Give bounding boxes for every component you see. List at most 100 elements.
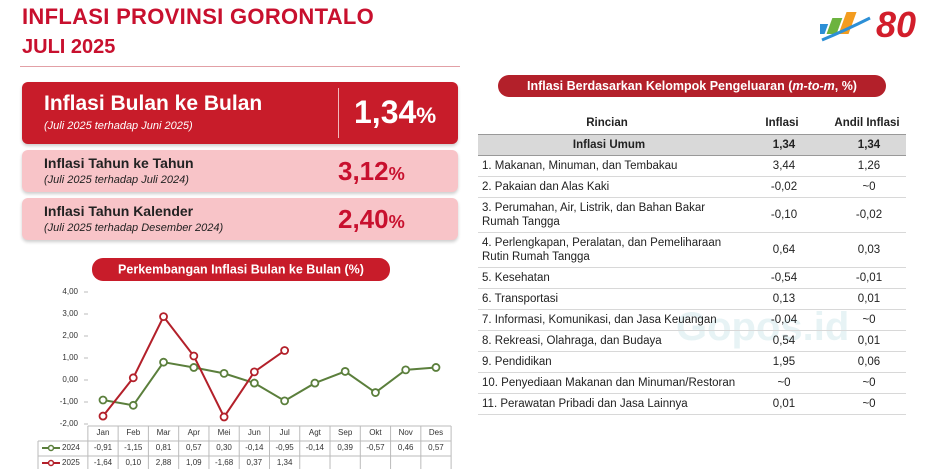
- cell: 0,54: [736, 330, 828, 352]
- y-tick-label: 4,00: [62, 287, 78, 296]
- cell: 4. Perlengkapan, Peralatan, dan Pemeliha…: [478, 232, 736, 268]
- data-point: [280, 346, 290, 355]
- value-label: -1,15: [124, 443, 143, 452]
- cell: 0,06: [828, 351, 906, 373]
- table-row: 8. Rekreasi, Olahraga, dan Budaya 0,54 0,0…: [478, 330, 906, 352]
- value: 3,12: [338, 156, 389, 186]
- x-tick-label: Apr: [188, 428, 201, 437]
- x-tick-label: Sep: [338, 428, 353, 437]
- data-point: [128, 373, 138, 383]
- data-point: [159, 312, 168, 322]
- legend-marker: [47, 459, 55, 467]
- cell: 3. Perumahan, Air, Listrik, dan Bahan Ba…: [478, 197, 736, 233]
- cell: ~0: [828, 176, 906, 198]
- value-label: 0,10: [125, 458, 141, 467]
- y-tick-label: 0,00: [62, 375, 78, 384]
- data-point: [401, 365, 411, 375]
- series-line: [102, 361, 437, 407]
- legend-marker: [47, 444, 55, 452]
- cell: -0,02: [828, 197, 906, 233]
- card-yoy: Inflasi Tahun ke Tahun (Juli 2025 terhad…: [22, 150, 458, 192]
- cell: 10. Penyediaan Makanan dan Minuman/Resto…: [478, 372, 736, 394]
- cell: ~0: [828, 393, 906, 415]
- data-point: [431, 363, 441, 372]
- value-label: 0,30: [216, 443, 232, 452]
- card-note: (Juli 2025 terhadap Desember 2024): [44, 222, 224, 234]
- y-tick-label: 3,00: [62, 309, 78, 318]
- data-point: [219, 369, 229, 378]
- value-label: -0,14: [245, 443, 264, 452]
- value-label: 0,39: [337, 443, 353, 452]
- value: 2,40: [338, 204, 389, 234]
- card-mtm: Inflasi Bulan ke Bulan (Juli 2025 terhad…: [22, 82, 458, 144]
- table: Rincian Inflasi Andil Inflasi Inflasi Umum…: [478, 112, 906, 415]
- unit: %: [388, 164, 405, 184]
- cell: -0,02: [736, 176, 828, 198]
- cell: 0,03: [828, 232, 906, 268]
- title: Inflasi Berdasarkan Kelompok Pengeluaran…: [527, 79, 793, 93]
- data-point: [219, 412, 229, 422]
- cell: 8. Rekreasi, Olahraga, dan Budaya: [478, 330, 736, 352]
- title-end: , %): [834, 79, 857, 93]
- value-label: 1,34: [277, 458, 293, 467]
- cell: 1,95: [736, 351, 828, 373]
- divider: [20, 66, 460, 67]
- value-label: 0,57: [428, 443, 444, 452]
- data-point: [98, 395, 108, 405]
- value-label: -0,57: [366, 443, 385, 452]
- column-header: Rincian: [478, 112, 736, 135]
- data-point: [249, 367, 259, 377]
- card-title: Inflasi Bulan ke Bulan: [44, 92, 263, 115]
- value-label: 0,81: [156, 443, 172, 452]
- x-tick-label: Agt: [309, 428, 322, 437]
- table-row: 6. Transportasi 0,13 0,01: [478, 288, 906, 310]
- x-tick-label: Mei: [218, 428, 231, 437]
- cell: 1,34: [828, 134, 906, 156]
- table-title: Inflasi Berdasarkan Kelompok Pengeluaran…: [498, 75, 886, 97]
- x-tick-label: Jul: [280, 428, 290, 437]
- column-header: Andil Inflasi: [828, 112, 906, 135]
- cell: 0,01: [828, 330, 906, 352]
- unit: %: [388, 212, 405, 232]
- y-tick-label: 2,00: [62, 331, 78, 340]
- cell: Inflasi Umum: [478, 134, 736, 156]
- table-row: 9. Pendidikan 1,95 0,06: [478, 351, 906, 373]
- value-label: -0,95: [276, 443, 295, 452]
- table-row: 4. Perlengkapan, Peralatan, dan Pemeliha…: [478, 232, 906, 268]
- x-tick-label: Mar: [157, 428, 171, 437]
- cell: 1,34: [736, 134, 828, 156]
- page-subtitle: JULI 2025: [22, 36, 116, 58]
- logo-text: 80: [876, 4, 917, 45]
- x-tick-label: Nov: [399, 428, 413, 437]
- cell: ~0: [828, 372, 906, 394]
- y-tick-label: 1,00: [62, 353, 78, 362]
- cell: 9. Pendidikan: [478, 351, 736, 373]
- unit: %: [416, 103, 437, 128]
- cell: 5. Kesehatan: [478, 267, 736, 289]
- value-label: 2,88: [156, 458, 172, 467]
- value-label: 1,09: [186, 458, 202, 467]
- cell: 11. Perawatan Pribadi dan Jasa Lainnya: [478, 393, 736, 415]
- value-label: 0,37: [247, 458, 263, 467]
- column-header: Inflasi: [736, 112, 828, 135]
- data-point: [98, 411, 108, 421]
- data-point: [280, 396, 290, 406]
- page-title: INFLASI PROVINSI GORONTALO: [22, 4, 375, 29]
- cell: 7. Informasi, Komunikasi, dan Jasa Keuan…: [478, 309, 736, 331]
- value-label: 0,57: [186, 443, 202, 452]
- data-point: [310, 378, 320, 388]
- cell: 1,26: [828, 155, 906, 177]
- card-note: (Juli 2025 terhadap Juni 2025): [44, 120, 193, 132]
- cell: ~0: [828, 309, 906, 331]
- cell: -0,01: [828, 267, 906, 289]
- card-value: 3,12%: [338, 156, 405, 187]
- cell: 0,01: [828, 288, 906, 310]
- card-title: Inflasi Tahun Kalender: [44, 203, 194, 219]
- cell: -0,04: [736, 309, 828, 331]
- x-tick-label: Jun: [248, 428, 261, 437]
- table-row: 2. Pakaian dan Alas Kaki -0,02 ~0: [478, 176, 906, 198]
- chart-title: Perkembangan Inflasi Bulan ke Bulan (%): [118, 262, 364, 276]
- table-row: 11. Perawatan Pribadi dan Jasa Lainnya 0,…: [478, 393, 906, 415]
- data-point: [371, 388, 380, 397]
